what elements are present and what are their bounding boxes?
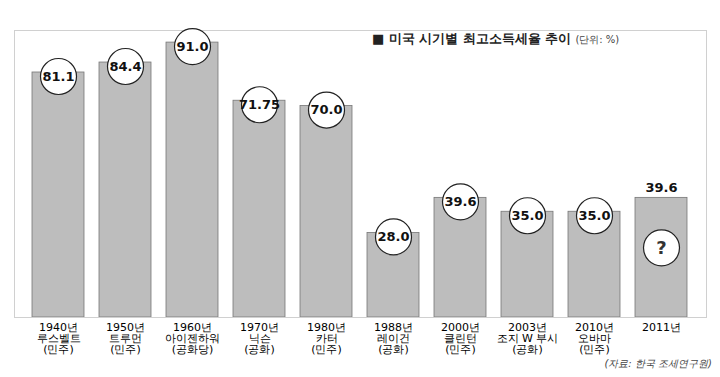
svg-text:35.0: 35.0	[511, 208, 543, 223]
svg-text:35.0: 35.0	[578, 208, 610, 223]
svg-text:1970년닉슨(공화): 1970년닉슨(공화)	[240, 321, 279, 356]
svg-text:2003년조지 W 부시(공화): 2003년조지 W 부시(공화)	[497, 321, 559, 356]
svg-text:81.1: 81.1	[42, 69, 74, 84]
svg-text:1960년아이젠하워(공화당): 1960년아이젠하워(공화당)	[165, 321, 220, 356]
svg-text:1980년카터(민주): 1980년카터(민주)	[307, 321, 346, 356]
html-text:(자료: 한국 조세연구원): (자료: 한국 조세연구원)	[604, 358, 712, 369]
svg-text:1950년트루먼(민주): 1950년트루먼(민주)	[106, 321, 145, 356]
svg-text:2010년오바마(민주): 2010년오바마(민주)	[575, 321, 614, 356]
svg-text:2011년: 2011년	[642, 321, 681, 334]
svg-text:39.6: 39.6	[645, 180, 677, 195]
svg-text:84.4: 84.4	[109, 59, 141, 74]
svg-text:1940년루스벨트(민주): 1940년루스벨트(민주)	[37, 321, 81, 356]
svg-text:2000년클린턴(민주): 2000년클린턴(민주)	[441, 321, 480, 356]
svg-text:1988년레이건(공화): 1988년레이건(공화)	[374, 321, 413, 356]
svg-text:39.6: 39.6	[444, 194, 476, 209]
svg-text:91.0: 91.0	[176, 39, 208, 54]
html-text:■ 미국 시기별 최고소득세율 추이 (단위: %): ■ 미국 시기별 최고소득세율 추이 (단위: %)	[372, 31, 620, 46]
svg-text:?: ?	[656, 237, 666, 258]
svg-text:28.0: 28.0	[377, 229, 409, 244]
svg-text:70.0: 70.0	[310, 102, 342, 117]
svg-text:71.75: 71.75	[239, 97, 280, 112]
